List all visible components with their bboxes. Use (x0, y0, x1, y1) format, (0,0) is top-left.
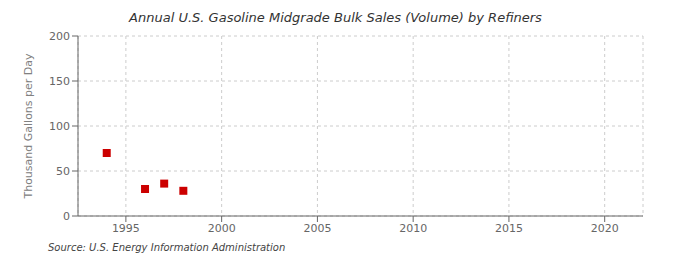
svg-text:2015: 2015 (495, 222, 523, 235)
svg-text:150: 150 (49, 75, 70, 88)
svg-text:2005: 2005 (303, 222, 331, 235)
svg-text:2000: 2000 (208, 222, 236, 235)
svg-text:2020: 2020 (591, 222, 619, 235)
svg-text:50: 50 (56, 165, 70, 178)
html-text:Annual U.S. Gasoline Midgrade: Annual U.S. Gasoline Midgrade Bulk Sales… (129, 10, 542, 25)
svg-text:Thousand Gallons per Day: Thousand Gallons per Day (22, 53, 35, 200)
svg-text:200: 200 (49, 30, 70, 43)
svg-text:1995: 1995 (112, 222, 140, 235)
svg-text:0: 0 (63, 210, 70, 223)
svg-text:2010: 2010 (399, 222, 427, 235)
html-text:Source: U.S. Energy Informatio: Source: U.S. Energy Information Administ… (48, 242, 286, 253)
svg-text:100: 100 (49, 120, 70, 133)
